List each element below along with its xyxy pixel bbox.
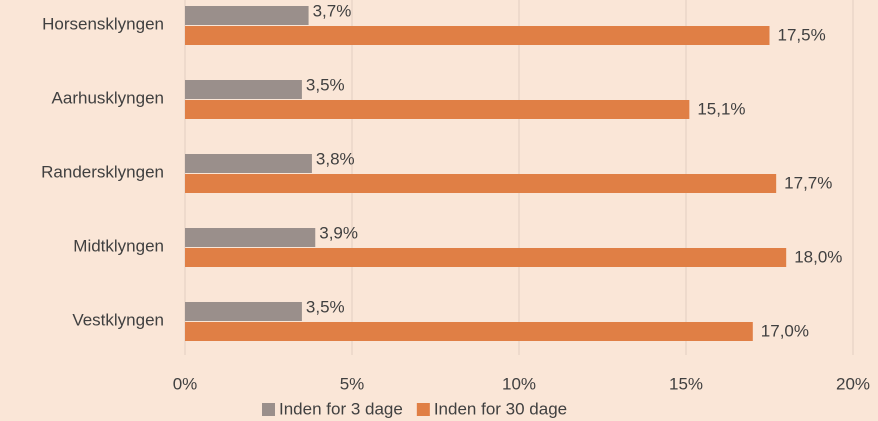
legend-swatch bbox=[416, 403, 430, 416]
data-label: 17,7% bbox=[784, 173, 832, 192]
legend-label: Inden for 3 dage bbox=[279, 399, 403, 418]
data-label: 3,5% bbox=[306, 75, 345, 94]
data-label: 3,9% bbox=[319, 223, 358, 242]
y-tick-label: Midtklyngen bbox=[73, 236, 164, 255]
data-label: 15,1% bbox=[697, 99, 745, 118]
y-tick-label: Randersklyngen bbox=[41, 162, 164, 181]
y-tick-label: Vestklyngen bbox=[72, 310, 164, 329]
data-label: 17,0% bbox=[761, 321, 809, 340]
bar bbox=[185, 26, 770, 45]
data-label: 3,5% bbox=[306, 297, 345, 316]
bar bbox=[185, 100, 690, 119]
x-tick-label: 20% bbox=[836, 374, 870, 393]
x-tick-label: 0% bbox=[173, 374, 198, 393]
legend-label: Inden for 30 dage bbox=[434, 399, 567, 418]
bar bbox=[185, 228, 316, 247]
bar bbox=[185, 302, 302, 321]
data-label: 18,0% bbox=[794, 247, 842, 266]
y-tick-label: Horsensklyngen bbox=[42, 14, 164, 33]
x-tick-label: 10% bbox=[502, 374, 536, 393]
x-tick-label: 5% bbox=[340, 374, 365, 393]
data-label: 17,5% bbox=[778, 25, 826, 44]
bar bbox=[185, 6, 309, 25]
bar bbox=[185, 248, 787, 267]
y-tick-label: Aarhusklyngen bbox=[52, 88, 164, 107]
bar bbox=[185, 174, 777, 193]
bar bbox=[185, 322, 753, 341]
bar bbox=[185, 154, 312, 173]
legend-swatch bbox=[262, 403, 275, 416]
data-label: 3,7% bbox=[313, 1, 352, 20]
x-tick-label: 15% bbox=[669, 374, 703, 393]
bar bbox=[185, 80, 302, 99]
data-label: 3,8% bbox=[316, 149, 355, 168]
